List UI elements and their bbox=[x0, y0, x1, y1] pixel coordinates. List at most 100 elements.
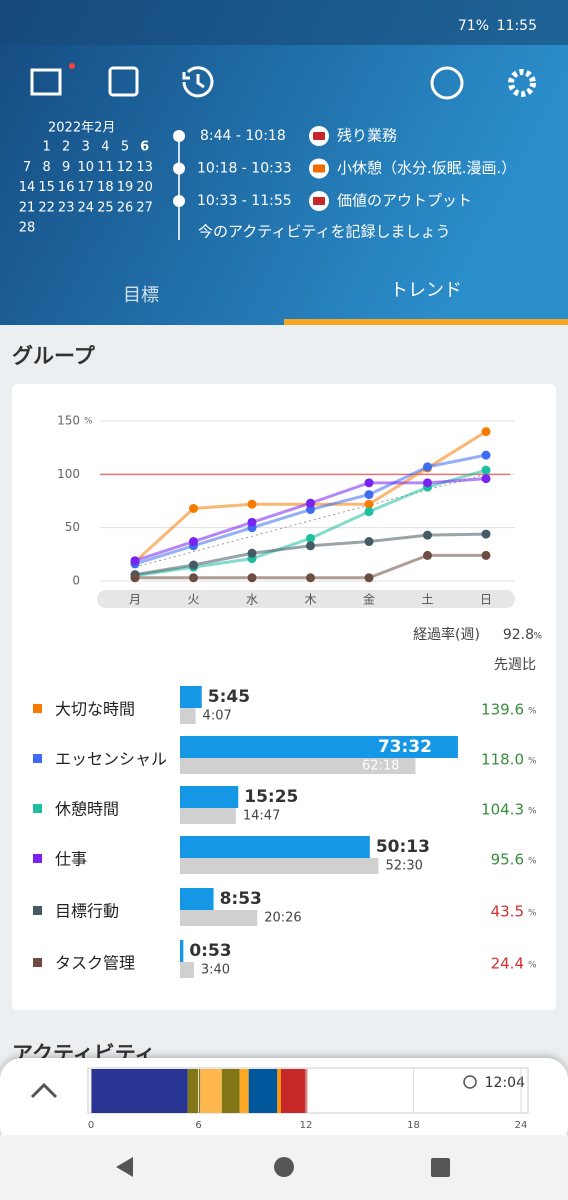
legend-swatch bbox=[33, 906, 42, 915]
y-tick-label: 150 bbox=[57, 414, 80, 428]
activity-segment bbox=[187, 1069, 201, 1113]
progress-value: 92.8 bbox=[503, 627, 534, 643]
calendar-day: 11 bbox=[97, 160, 114, 175]
calendar-day: 16 bbox=[58, 180, 75, 195]
tab[interactable]: トレンド bbox=[390, 280, 462, 301]
point bbox=[423, 478, 432, 488]
calendar-day: 20 bbox=[136, 180, 153, 195]
last-week-bar bbox=[180, 962, 194, 978]
point bbox=[364, 490, 374, 500]
timeline-dot bbox=[173, 195, 185, 207]
activity-segment bbox=[277, 1069, 281, 1113]
calendar-icon[interactable] bbox=[108, 66, 139, 97]
point bbox=[423, 462, 432, 472]
activity-label: 残り業務 bbox=[337, 127, 397, 145]
ratio: 24.4 bbox=[491, 955, 524, 973]
recents-button[interactable] bbox=[431, 1158, 450, 1177]
calendar-day: 15 bbox=[38, 180, 55, 195]
ratio-unit: % bbox=[528, 757, 537, 767]
last-week-bar bbox=[180, 910, 258, 926]
ratio-unit: % bbox=[528, 707, 537, 717]
point bbox=[481, 450, 491, 460]
group-name: エッセンシャル bbox=[55, 750, 167, 769]
group-name: 目標行動 bbox=[55, 902, 119, 921]
point bbox=[247, 548, 257, 558]
section-title: グループ bbox=[12, 344, 96, 368]
calendar-month: 2022年2月 bbox=[48, 121, 115, 136]
x-tick-label: 12 bbox=[300, 1120, 313, 1131]
home-button[interactable] bbox=[274, 1157, 294, 1177]
calendar-day: 4 bbox=[101, 140, 109, 155]
history-icon[interactable] bbox=[182, 66, 214, 98]
point bbox=[423, 550, 432, 560]
group-name: タスク管理 bbox=[55, 954, 135, 973]
last-week-time: 62:18 bbox=[362, 759, 399, 774]
ratio: 104.3 bbox=[481, 801, 524, 819]
point bbox=[364, 478, 374, 488]
point bbox=[130, 556, 140, 566]
point bbox=[481, 474, 491, 484]
ratio-unit: % bbox=[528, 909, 537, 919]
battery: 71% bbox=[458, 18, 489, 34]
x-tick-label: 0 bbox=[88, 1120, 94, 1131]
calendar-day: 9 bbox=[62, 160, 70, 175]
header bbox=[0, 0, 568, 325]
settings-icon[interactable] bbox=[508, 69, 536, 97]
timeline-dot bbox=[173, 162, 185, 175]
calendar-day: 3 bbox=[82, 140, 90, 155]
calendar-day: 5 bbox=[121, 140, 129, 155]
ratio-unit: % bbox=[528, 807, 537, 817]
y-unit: % bbox=[84, 417, 93, 427]
activity-label: 価値のアウトプット bbox=[337, 192, 472, 210]
x-tick-label: 日 bbox=[480, 593, 492, 607]
ratio: 139.6 bbox=[481, 701, 524, 719]
now-time: 12:04 bbox=[485, 1075, 525, 1091]
tab[interactable]: 目標 bbox=[123, 285, 159, 306]
point bbox=[130, 573, 140, 583]
x-tick-label: 18 bbox=[407, 1120, 420, 1131]
activity-segment bbox=[200, 1069, 222, 1113]
legend-swatch bbox=[33, 804, 42, 813]
x-tick-label: 金 bbox=[363, 592, 375, 607]
compare-label: 先週比 bbox=[494, 657, 536, 673]
legend-swatch bbox=[33, 958, 42, 967]
trend-line bbox=[134, 473, 487, 568]
point bbox=[306, 573, 315, 583]
calendar-day: 22 bbox=[38, 200, 55, 215]
legend-swatch bbox=[33, 854, 42, 863]
x-tick-label: 火 bbox=[187, 593, 199, 607]
calendar-day: 28 bbox=[19, 221, 36, 236]
activity-segment bbox=[91, 1069, 188, 1113]
this-week-bar bbox=[180, 786, 239, 808]
toolbar bbox=[30, 63, 536, 100]
help-icon[interactable] bbox=[430, 66, 464, 100]
point bbox=[306, 533, 315, 543]
status-bar bbox=[0, 0, 568, 45]
legend-swatch bbox=[33, 704, 42, 713]
this-week-bar bbox=[180, 888, 214, 910]
this-week-time: 73:32 bbox=[378, 737, 432, 757]
expand-button[interactable] bbox=[30, 1082, 58, 1099]
news-icon[interactable] bbox=[30, 68, 62, 96]
x-axis-band bbox=[97, 590, 515, 608]
last-week-bar bbox=[180, 808, 236, 824]
calendar-day: 18 bbox=[97, 180, 114, 195]
last-week-bar bbox=[180, 708, 196, 724]
back-button[interactable] bbox=[116, 1157, 133, 1177]
activity-segment bbox=[221, 1069, 240, 1113]
calendar-day: 23 bbox=[58, 200, 75, 215]
clock-icon bbox=[463, 1075, 477, 1089]
this-week-time: 5:45 bbox=[208, 687, 250, 707]
point bbox=[247, 499, 257, 509]
y-tick-label: 0 bbox=[72, 574, 80, 588]
point bbox=[189, 537, 198, 547]
ratio: 95.6 bbox=[491, 851, 524, 869]
this-week-bar bbox=[180, 836, 370, 858]
this-week-bar bbox=[180, 940, 184, 962]
activity-segment bbox=[248, 1069, 278, 1113]
this-week-time: 0:53 bbox=[189, 941, 231, 961]
point bbox=[481, 427, 491, 437]
this-week-time: 50:13 bbox=[376, 837, 430, 857]
last-week-time: 14:47 bbox=[243, 809, 280, 824]
activity-icon-glyph bbox=[313, 164, 325, 173]
